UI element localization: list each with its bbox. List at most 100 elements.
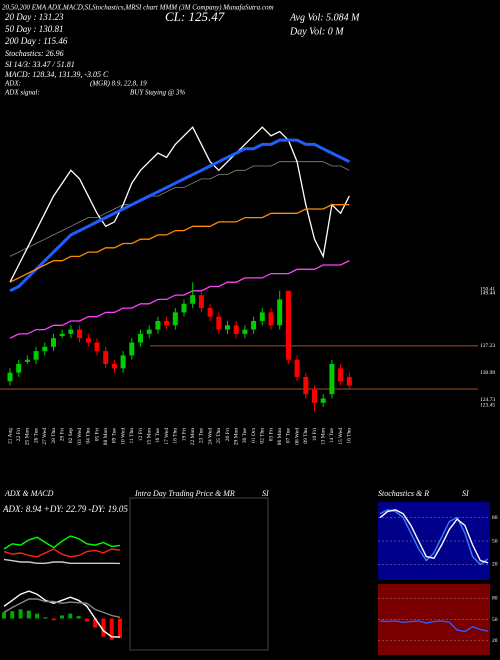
candle-body — [59, 333, 65, 337]
histogram-bar — [60, 615, 64, 619]
annotation: Stochastics: 26.96 — [5, 49, 64, 58]
candle-body — [329, 364, 335, 395]
x-tick-label: 06 Mon — [277, 428, 283, 446]
histogram-bar — [109, 618, 114, 640]
histogram-bar — [43, 617, 48, 619]
indicator-line — [379, 509, 489, 566]
x-tick-label: 03 Wed — [77, 428, 83, 445]
y-tick-label: 124.73 — [480, 397, 495, 403]
candle-body — [164, 320, 170, 326]
x-tick-label: 11 Thu — [129, 428, 135, 444]
candle-body — [207, 308, 213, 317]
indicator-line — [3, 548, 121, 558]
candle-body — [120, 355, 126, 369]
x-tick-label: 07 Tue — [286, 427, 292, 443]
annotation: BUY Staying @ 3% — [130, 89, 185, 97]
x-tick-label: 26 Fri — [225, 428, 231, 442]
candle-body — [242, 329, 248, 334]
x-tick-label: 01 Oct — [251, 428, 257, 443]
candle-body — [338, 368, 344, 382]
x-tick-label: 16 Tue — [155, 427, 161, 443]
candle-body — [129, 342, 135, 356]
x-tick-label: 23 Tue — [199, 427, 205, 443]
histogram-bar — [26, 610, 31, 619]
candle-body — [24, 359, 30, 362]
x-tick-label: 18 Thu — [173, 428, 179, 444]
candle-body — [42, 346, 48, 352]
candle-body — [181, 303, 187, 313]
x-tick-label: 29 Mon — [233, 428, 239, 446]
candle-body — [172, 312, 178, 326]
histogram-bar — [2, 612, 6, 619]
candle-body — [138, 333, 143, 343]
x-tick-label: 27 Wed — [42, 428, 48, 445]
candle-body — [225, 325, 230, 330]
candle-body — [111, 364, 117, 369]
candle-body — [77, 329, 83, 339]
candle-body — [85, 338, 91, 343]
panel-title: Intra Day Trading Price & MR — [134, 489, 235, 498]
panel-title: SI — [462, 489, 469, 498]
x-tick-label: 09 Tue — [112, 427, 118, 443]
panel-title: SI — [262, 489, 269, 498]
histogram-bar — [84, 618, 89, 622]
annotation: ADX signal: — [4, 89, 40, 97]
candle-body — [251, 320, 257, 330]
candle-body — [103, 351, 109, 365]
candle-body — [346, 376, 352, 386]
y-tick-label: 50 — [492, 538, 498, 544]
x-tick-label: 25 Mon — [25, 428, 31, 446]
x-tick-label: 10 Fri — [312, 428, 318, 442]
x-tick-label: 15 Wed — [338, 428, 344, 445]
y-tick-label: 123.45 — [480, 402, 495, 408]
x-tick-label: 17 Wed — [164, 428, 170, 445]
y-tick-label: 80 — [492, 515, 498, 521]
moving-average-line — [9, 204, 350, 283]
moving-average-line — [9, 126, 350, 283]
histogram-bar — [76, 616, 81, 619]
x-tick-label: 02 Thu — [260, 428, 266, 444]
y-tick-label: 50 — [492, 617, 498, 623]
candle-body — [146, 329, 152, 334]
candle-body — [94, 342, 100, 352]
candle-body — [190, 295, 196, 304]
x-tick-label: 08 Wed — [294, 428, 300, 445]
candle-body — [320, 398, 326, 403]
candle-body — [259, 312, 265, 321]
candle-body — [233, 325, 239, 334]
x-tick-label: 08 Mon — [103, 428, 109, 446]
annotation: Day Vol: 0 M — [289, 26, 344, 37]
x-tick-label: 12 Fri — [138, 428, 144, 442]
annotation: 20,50,200 EMA ADX,MACD,SI,Stochastics,MR… — [2, 4, 274, 12]
x-tick-label: 05 Fri — [94, 428, 100, 442]
annotation: SI 14/3: 33.47 / 51.81 — [5, 60, 75, 69]
candle-body — [303, 376, 309, 395]
x-tick-label: 10 Wed — [120, 428, 126, 445]
indicator-line — [3, 598, 121, 618]
x-tick-label: 30 Tue — [242, 427, 248, 443]
histogram-bar — [68, 613, 73, 619]
annotation: MACD: 128.34, 131.39, -3.05 C — [4, 70, 109, 79]
x-tick-label: 26 Tue — [33, 427, 39, 443]
candle-body — [16, 364, 22, 373]
moving-average-line — [9, 161, 350, 257]
panel-title: Stochastics & R — [378, 489, 429, 498]
intraday-panel — [129, 497, 269, 651]
candle-body — [277, 299, 283, 326]
indicator-line — [379, 509, 489, 564]
candle-body — [294, 359, 300, 377]
histogram-bar — [10, 611, 15, 619]
annotation: 50 Day : 130.81 — [5, 24, 64, 34]
annotation: ADX: — [4, 80, 21, 88]
candle-body — [68, 329, 74, 334]
candle-body — [285, 290, 291, 360]
x-tick-label: 04 Thu — [86, 428, 92, 444]
candle-body — [268, 312, 274, 326]
x-tick-label: 13 Mon — [320, 428, 326, 446]
y-tick-label: 20 — [492, 638, 498, 644]
y-tick-label: 149.44 — [480, 291, 495, 297]
x-tick-label: 16 Thu — [347, 428, 353, 444]
x-tick-label: 15 Mon — [146, 428, 152, 446]
x-tick-label: 28 Thu — [51, 428, 57, 444]
